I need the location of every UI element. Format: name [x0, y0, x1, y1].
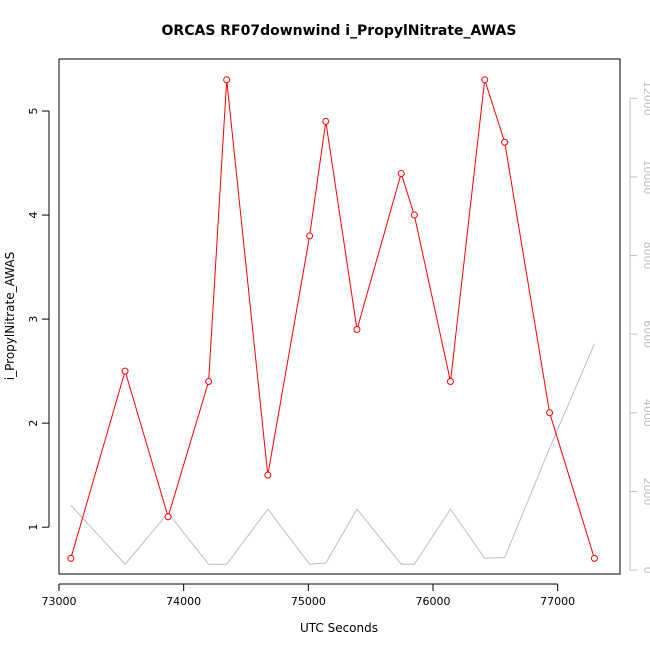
data-point: [481, 76, 489, 84]
series-line-left-axis: [70, 79, 595, 559]
x-tick-label: 74000: [166, 595, 201, 608]
x-tick-label: 73000: [42, 595, 77, 608]
data-point: [223, 76, 231, 84]
data-point: [264, 471, 272, 479]
x-tick-label: 76000: [416, 595, 451, 608]
y2-tick-label: 0: [641, 567, 650, 574]
x-axis-label: UTC Seconds: [300, 621, 378, 635]
data-point: [322, 117, 330, 125]
y-axis-left: 1 2 3 4 5: [27, 108, 50, 531]
y2-tick-label: 8000: [641, 242, 650, 270]
y2-tick-label: 6000: [641, 320, 650, 348]
x-axis: 73000 74000 75000 76000 77000: [42, 583, 575, 608]
chart-title: ORCAS RF07downwind i_PropylNitrate_AWAS: [162, 23, 517, 39]
y-axis-right: 0 2000 4000 6000 8000 10000 12000: [629, 81, 650, 574]
data-point: [164, 513, 172, 521]
data-point: [446, 378, 454, 386]
y-tick-label: 4: [27, 212, 40, 219]
y2-tick-label: 4000: [641, 399, 650, 427]
data-point: [397, 169, 405, 177]
y2-tick-label: 12000: [641, 81, 650, 116]
y-tick-label: 1: [27, 524, 40, 531]
series-line-right-axis: [70, 343, 595, 565]
data-point: [501, 138, 509, 146]
data-point: [546, 409, 554, 417]
x-tick-label: 77000: [540, 595, 575, 608]
x-tick-label: 75000: [291, 595, 326, 608]
plot-frame: [58, 58, 621, 575]
data-point: [205, 378, 213, 386]
y-axis-label: i_PropylNitrate_AWAS: [3, 252, 17, 380]
series-layer: [67, 76, 598, 565]
data-point: [306, 232, 314, 240]
y-tick-label: 5: [27, 108, 40, 115]
data-point: [410, 211, 418, 219]
data-point: [590, 554, 598, 562]
data-point: [121, 367, 129, 375]
y2-tick-label: 2000: [641, 477, 650, 505]
data-point: [67, 554, 75, 562]
data-point: [353, 326, 361, 334]
y-tick-label: 3: [27, 316, 40, 323]
y2-tick-label: 10000: [641, 159, 650, 194]
y-tick-label: 2: [27, 420, 40, 427]
